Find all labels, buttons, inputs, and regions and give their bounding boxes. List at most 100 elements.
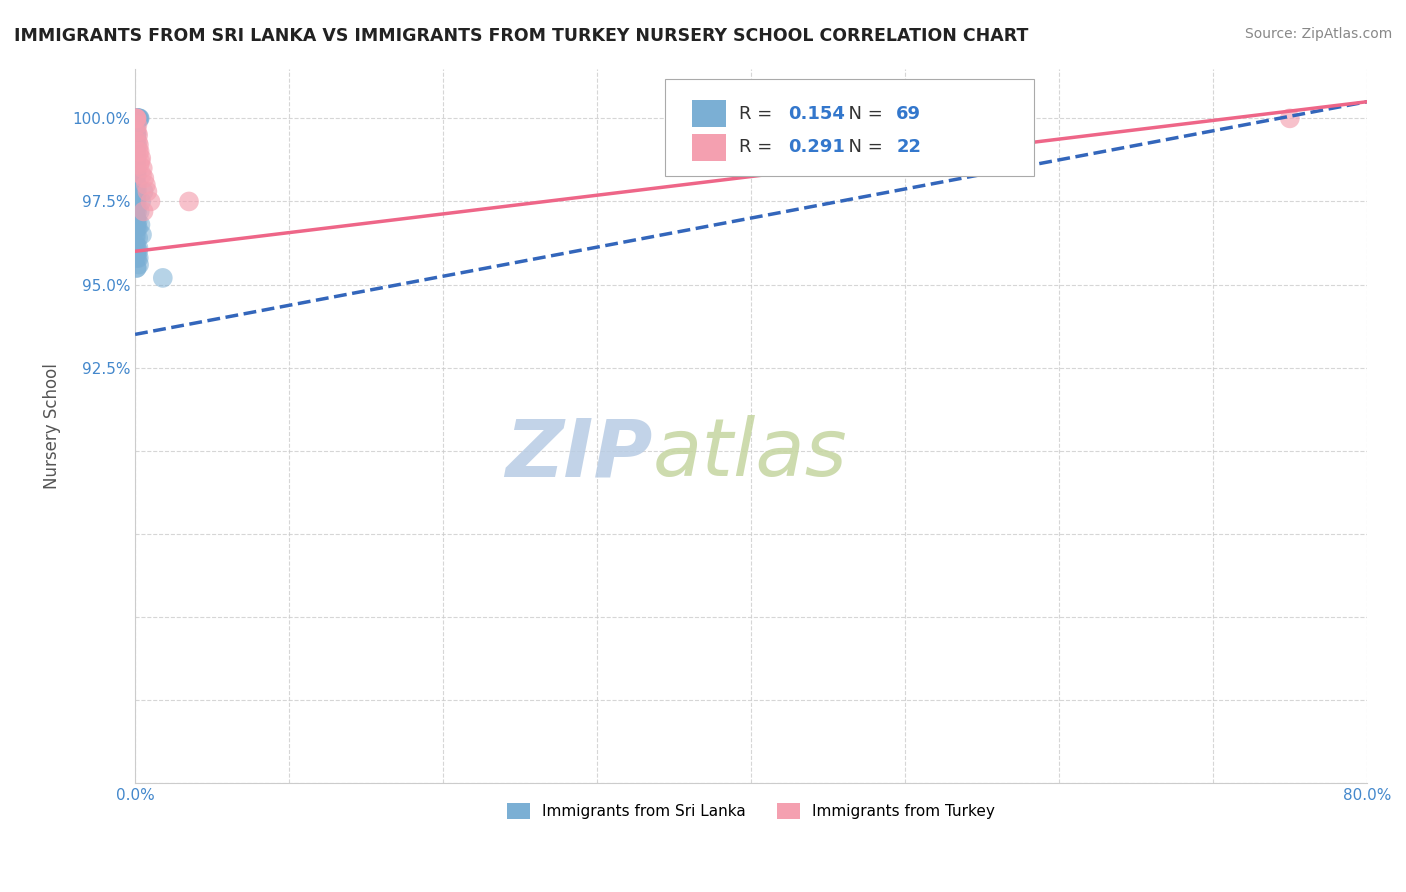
Point [125, 260, 148, 275]
Point [127, 112, 149, 126]
Point [125, 187, 148, 202]
Point [128, 112, 150, 126]
Point [128, 251, 150, 265]
Point [125, 194, 148, 209]
Point [128, 138, 150, 153]
Text: N =: N = [837, 104, 889, 122]
Point [125, 178, 148, 192]
Point [125, 125, 148, 139]
Point [125, 128, 148, 142]
Point [125, 125, 148, 139]
Point [128, 204, 150, 219]
Point [125, 247, 148, 261]
Point [125, 151, 148, 165]
Text: 69: 69 [896, 104, 921, 122]
Point [125, 211, 148, 225]
Point [125, 221, 148, 235]
Point [127, 244, 149, 259]
Text: Source: ZipAtlas.com: Source: ZipAtlas.com [1244, 27, 1392, 41]
Point [125, 141, 148, 155]
Text: 0.291: 0.291 [787, 138, 845, 156]
Point [152, 271, 174, 285]
Point [125, 260, 148, 275]
Text: R =: R = [738, 138, 778, 156]
Legend: Immigrants from Sri Lanka, Immigrants from Turkey: Immigrants from Sri Lanka, Immigrants fr… [501, 797, 1001, 825]
Point [125, 185, 148, 199]
Point [125, 158, 148, 172]
Point [127, 112, 149, 126]
Point [125, 151, 148, 165]
Point [125, 112, 148, 126]
Point [129, 194, 152, 209]
Point [125, 191, 148, 205]
Point [1278, 112, 1301, 126]
Point [125, 174, 148, 188]
Point [127, 221, 149, 235]
Point [177, 194, 200, 209]
Point [125, 112, 148, 126]
Point [127, 112, 149, 126]
Point [125, 154, 148, 169]
Point [125, 237, 148, 252]
Text: ZIP: ZIP [505, 416, 652, 493]
Text: IMMIGRANTS FROM SRI LANKA VS IMMIGRANTS FROM TURKEY NURSERY SCHOOL CORRELATION C: IMMIGRANTS FROM SRI LANKA VS IMMIGRANTS … [14, 27, 1028, 45]
Point [127, 135, 149, 149]
Point [127, 241, 149, 255]
Point [128, 258, 150, 272]
Text: N =: N = [837, 138, 889, 156]
Y-axis label: Nursery School: Nursery School [44, 363, 60, 489]
FancyBboxPatch shape [692, 134, 727, 161]
Point [125, 231, 148, 245]
Text: atlas: atlas [652, 416, 848, 493]
Point [125, 121, 148, 136]
Point [127, 145, 149, 159]
Point [125, 211, 148, 225]
Point [131, 168, 153, 182]
Point [125, 112, 148, 126]
Point [125, 168, 148, 182]
Point [125, 244, 148, 259]
Point [125, 227, 148, 242]
Point [127, 251, 149, 265]
Point [132, 185, 155, 199]
Point [125, 135, 148, 149]
Point [125, 218, 148, 232]
Point [132, 204, 155, 219]
Point [125, 118, 148, 132]
Point [125, 112, 148, 126]
Text: 0.154: 0.154 [787, 104, 845, 122]
Point [128, 158, 150, 172]
Point [139, 194, 162, 209]
Point [125, 204, 148, 219]
Point [125, 128, 148, 142]
Point [127, 231, 149, 245]
Point [127, 128, 149, 142]
Point [125, 194, 148, 209]
Point [125, 251, 148, 265]
FancyBboxPatch shape [692, 100, 727, 128]
Point [125, 145, 148, 159]
FancyBboxPatch shape [665, 79, 1035, 176]
Point [127, 118, 149, 132]
Point [125, 168, 148, 182]
Point [135, 178, 157, 192]
Point [125, 164, 148, 178]
Point [127, 185, 149, 199]
Point [125, 112, 148, 126]
Point [127, 204, 149, 219]
Point [125, 145, 148, 159]
Point [131, 227, 153, 242]
Point [125, 131, 148, 145]
Text: R =: R = [738, 104, 778, 122]
Point [128, 145, 150, 159]
Point [125, 112, 148, 126]
Point [129, 154, 152, 169]
Point [125, 201, 148, 215]
Point [128, 112, 150, 126]
Point [127, 214, 149, 228]
Text: 22: 22 [896, 138, 921, 156]
Point [129, 218, 152, 232]
Point [127, 112, 149, 126]
Point [125, 241, 148, 255]
Point [125, 112, 148, 126]
